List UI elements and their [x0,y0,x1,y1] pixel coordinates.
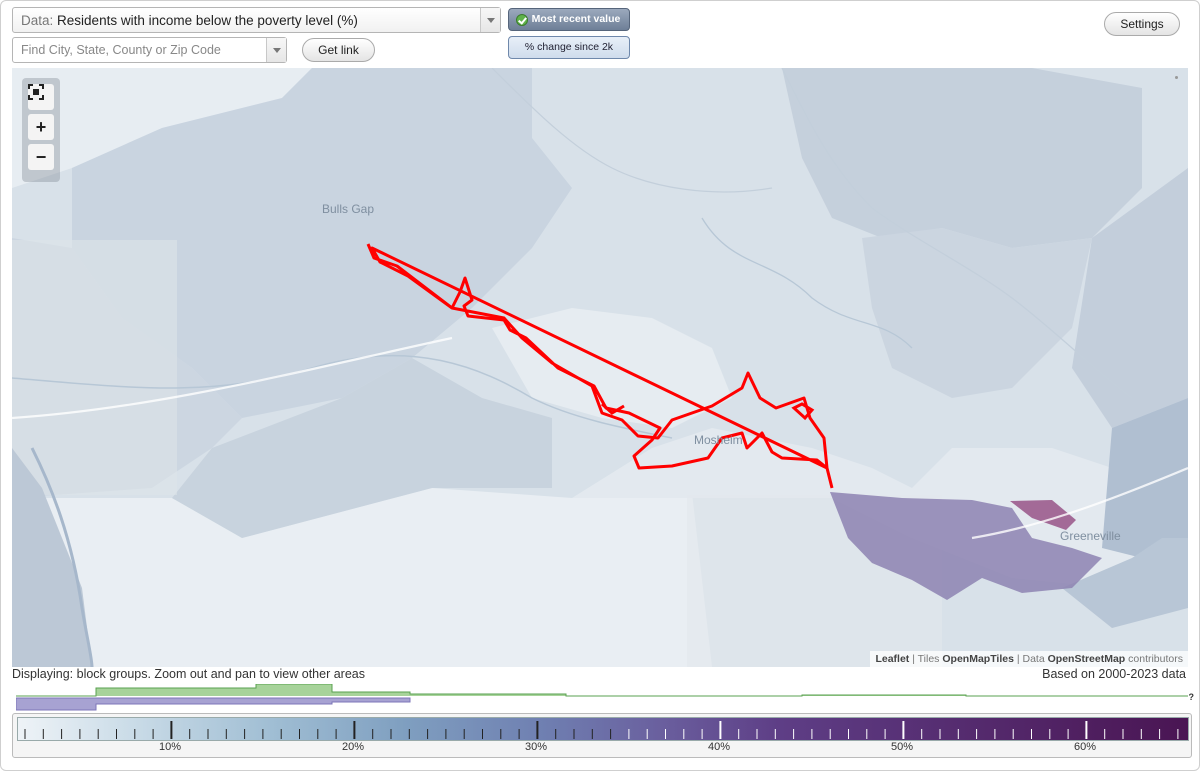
legend-ticks [24,721,1179,739]
chevron-down-icon[interactable] [480,8,500,32]
fit-bounds-button[interactable] [28,84,54,110]
map-canvas[interactable]: Bulls Gap Mosheim Greeneville + − Leafle… [12,68,1188,667]
legend-label: 20% [341,741,365,753]
map-area [72,68,572,418]
map-area [172,358,552,538]
most-recent-label: Most recent value [531,13,621,25]
data-range-note: Based on 2000-2023 data [1042,667,1186,681]
map-layer [12,68,1188,667]
map-area [862,228,1092,398]
data-select[interactable]: Data: Residents with income below the po… [12,7,501,33]
settings-button[interactable]: Settings [1104,12,1180,36]
osm-link[interactable]: OpenStreetMap [1047,653,1126,665]
map-area [782,68,1142,248]
map-area-highest-poverty[interactable] [1010,500,1076,530]
chevron-down-icon[interactable] [266,38,286,62]
place-label: Mosheim [694,433,743,447]
legend-label: 50% [890,741,914,753]
place-label: Bulls Gap [322,202,375,216]
search-input[interactable] [13,38,267,62]
map-area [1072,168,1188,428]
legend-label: 40% [707,741,731,753]
displaying-note: Displaying: block groups. Zoom out and p… [12,667,365,681]
map-area [12,488,712,667]
legend-label: 30% [524,741,548,753]
color-legend: 10% 20% 30% 40% 50% 60% [12,713,1192,758]
zoom-in-button[interactable]: + [28,114,54,140]
leaflet-link[interactable]: Leaflet [875,653,910,665]
legend-label: 60% [1073,741,1097,753]
check-icon [516,14,528,26]
place-label: Greeneville [1060,529,1121,543]
histogram-help[interactable]: ? [1188,692,1195,702]
fullscreen-icon [28,84,44,100]
zoom-out-button[interactable]: − [28,144,54,170]
data-select-text: Data: Residents with income below the po… [21,13,358,28]
tiles-link[interactable]: OpenMapTiles [942,653,1014,665]
map-dot [1175,76,1178,79]
most-recent-value-toggle[interactable]: Most recent value [508,8,630,31]
map-area [12,448,92,667]
map-area [1062,538,1188,628]
location-search[interactable] [12,37,287,63]
zoom-control: + − [22,78,60,182]
map-area [1102,398,1188,558]
legend-label: 10% [158,741,182,753]
map-area-high-poverty[interactable] [830,492,1102,600]
distribution-histogram [16,684,1188,711]
map-area [492,308,732,428]
legend-gradient [17,717,1189,741]
percent-change-toggle[interactable]: % change since 2k [508,36,630,59]
map-attribution: Leaflet | Tiles OpenMapTiles | Data Open… [870,651,1188,667]
get-link-button[interactable]: Get link [302,38,375,62]
